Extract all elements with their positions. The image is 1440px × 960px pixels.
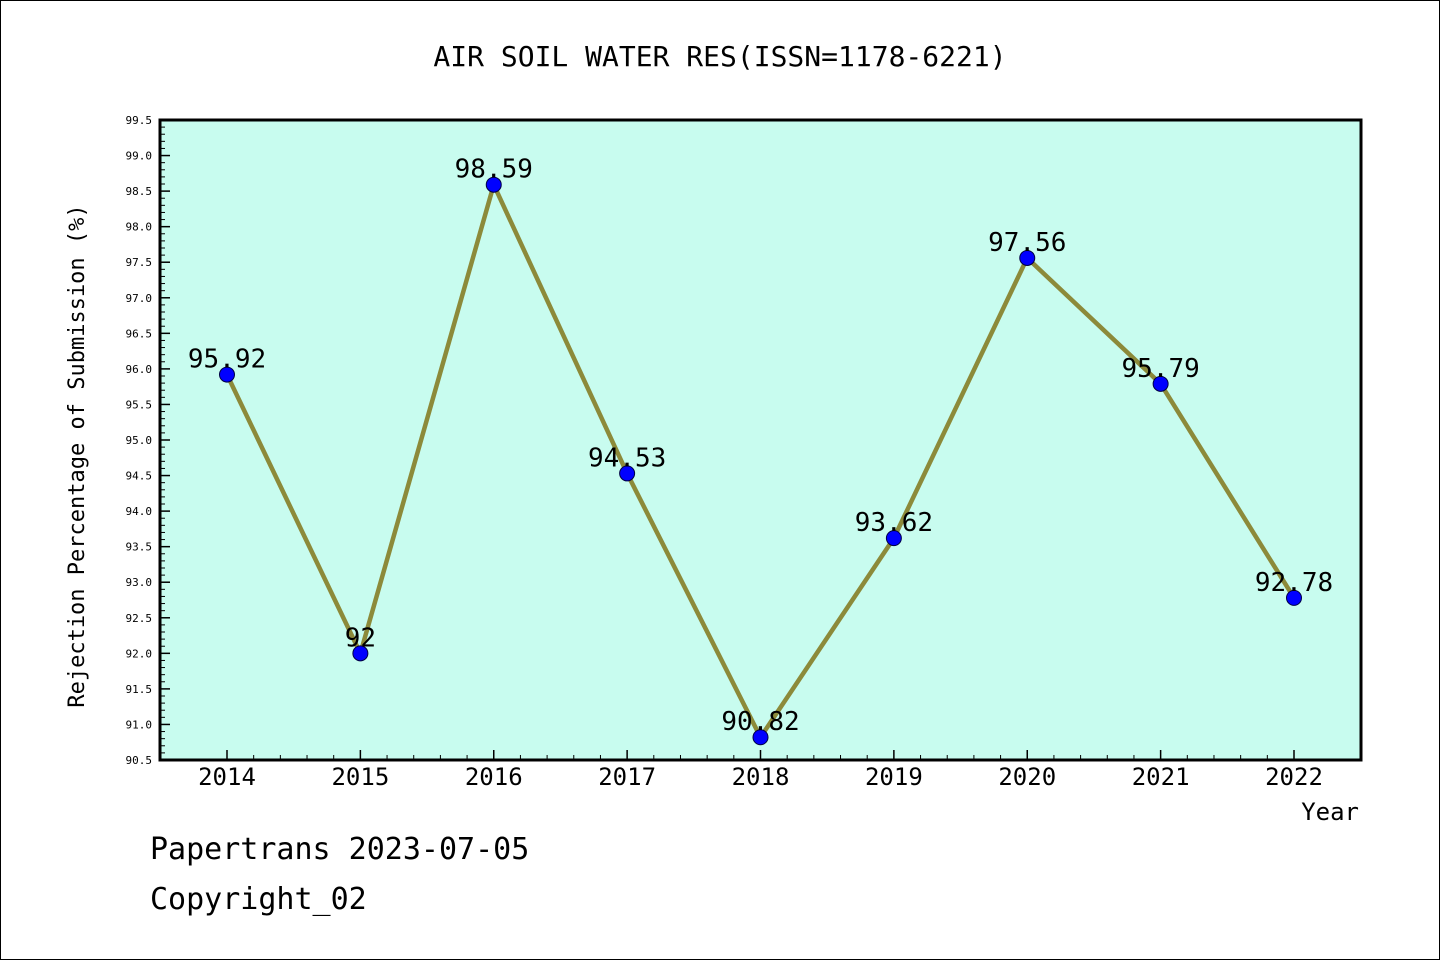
data-label: 92.78 bbox=[1255, 568, 1333, 598]
data-label: 93.62 bbox=[855, 508, 933, 538]
plot-border bbox=[158, 118, 1363, 762]
y-tick-label: 96.5 bbox=[126, 327, 153, 340]
x-tick-label: 2019 bbox=[865, 763, 923, 791]
x-tick-label: 2016 bbox=[465, 763, 523, 791]
x-axis-ticks: 2014 2015 2016 2017 2018 2019 2020 2021 2022 bbox=[198, 750, 1323, 791]
y-tick-label: 95.0 bbox=[126, 434, 153, 447]
y-tick-label: 94.0 bbox=[126, 505, 153, 518]
footer-copyright: Copyright_02 bbox=[150, 882, 367, 917]
y-tick-label: 99.0 bbox=[126, 150, 153, 163]
x-tick-label: 2018 bbox=[732, 763, 790, 791]
data-point bbox=[885, 530, 902, 547]
data-point bbox=[219, 366, 235, 383]
y-tick-label: 97.5 bbox=[126, 256, 153, 269]
chart-title: AIR SOIL WATER RES(ISSN=1178-6221) bbox=[433, 40, 1006, 73]
y-tick-label: 97.0 bbox=[126, 292, 153, 305]
x-tick-label: 2014 bbox=[198, 763, 256, 791]
y-tick-label: 93.0 bbox=[126, 576, 153, 589]
x-axis-label: Year bbox=[1301, 798, 1359, 826]
y-tick-label: 93.5 bbox=[126, 541, 153, 554]
y-tick-label: 91.0 bbox=[126, 718, 153, 731]
data-point bbox=[1019, 249, 1036, 266]
y-tick-label: 98.5 bbox=[126, 185, 153, 198]
y-tick-label: 90.5 bbox=[126, 754, 153, 767]
data-label: 94.53 bbox=[588, 443, 666, 473]
x-tick-label: 2015 bbox=[331, 763, 389, 791]
y-tick-label: 92.5 bbox=[126, 612, 153, 625]
data-label: 95.79 bbox=[1121, 354, 1199, 384]
y-tick-label: 94.5 bbox=[126, 470, 153, 483]
y-tick-label: 96.0 bbox=[126, 363, 153, 376]
data-point bbox=[752, 729, 769, 746]
x-tick-label: 2017 bbox=[598, 763, 656, 791]
plot-area bbox=[160, 120, 1361, 760]
data-label: 92 bbox=[345, 623, 376, 653]
y-tick-label: 91.5 bbox=[126, 683, 153, 696]
data-point bbox=[352, 645, 369, 662]
y-axis-label: Rejection Percentage of Submission (%) bbox=[65, 204, 90, 707]
x-tick-label: 2021 bbox=[1132, 763, 1190, 791]
data-label: 95.92 bbox=[188, 345, 266, 375]
data-point bbox=[619, 465, 636, 482]
x-tick-label: 2020 bbox=[998, 763, 1056, 791]
data-label: 98.59 bbox=[455, 155, 533, 185]
series-group: 95.92 92 98.59 94.53 90.82 93.62 97.56 95.79 92.… bbox=[188, 155, 1333, 746]
data-label: 97.56 bbox=[988, 228, 1066, 258]
data-point bbox=[1152, 375, 1169, 392]
data-point bbox=[485, 176, 502, 193]
data-point bbox=[1286, 589, 1302, 606]
data-label: 90.82 bbox=[721, 707, 799, 737]
y-tick-label: 95.5 bbox=[126, 398, 153, 411]
y-tick-label: 98.0 bbox=[126, 221, 153, 234]
y-tick-label: 99.5 bbox=[126, 114, 153, 127]
y-axis-ticks: 90.5 91.0 91.5 92.0 92.5 93.0 93.5 94.0 94.5 95.0… bbox=[126, 114, 170, 767]
y-tick-label: 92.0 bbox=[126, 647, 153, 660]
footer-date: Papertrans 2023-07-05 bbox=[150, 832, 530, 867]
x-tick-label: 2022 bbox=[1265, 763, 1323, 791]
